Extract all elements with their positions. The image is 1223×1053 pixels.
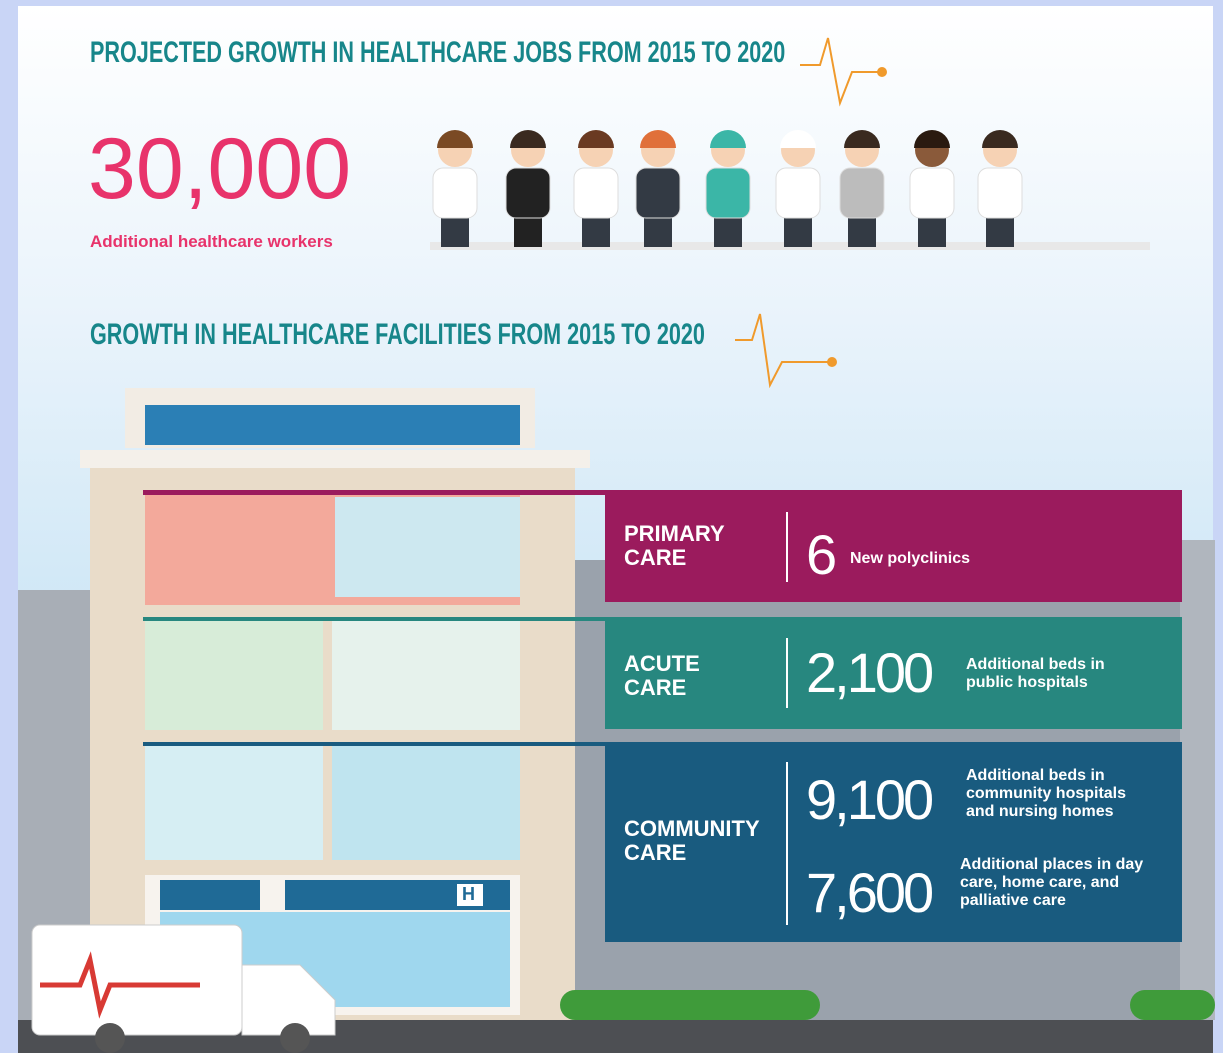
city-building xyxy=(1180,540,1215,1020)
person-body xyxy=(433,168,477,218)
facilities-title: GROWTH IN HEALTHCARE FACILITIES FROM 201… xyxy=(90,318,705,352)
panel-label: Additional places in day care, home care… xyxy=(960,856,1150,910)
panel-number: 7,600 xyxy=(806,865,931,921)
jobs-label: Additional healthcare workers xyxy=(90,232,333,252)
bushes xyxy=(560,990,820,1020)
dot xyxy=(877,67,887,77)
wheel xyxy=(280,1023,310,1053)
floor-acute xyxy=(145,620,323,730)
building-ledge xyxy=(80,450,590,468)
panel-number: 6 xyxy=(806,527,834,583)
panel-number: 9,100 xyxy=(806,772,931,828)
person-body xyxy=(706,168,750,218)
connector xyxy=(143,490,605,495)
person-body xyxy=(910,168,954,218)
roof-windows xyxy=(145,405,520,445)
awning xyxy=(160,880,260,910)
connector xyxy=(143,742,605,746)
person-body xyxy=(506,168,550,218)
panel-label: Additional beds in community hospitals a… xyxy=(966,767,1156,821)
connector xyxy=(143,617,605,621)
floor-community xyxy=(145,745,323,860)
person-body xyxy=(574,168,618,218)
dot xyxy=(827,357,837,367)
panel-label: New polyclinics xyxy=(850,550,1050,568)
panel-name: ACUTE CARE xyxy=(624,652,734,700)
jobs-number: 30,000 xyxy=(88,120,351,219)
person-body xyxy=(978,168,1022,218)
wheel xyxy=(95,1023,125,1053)
infographic: PROJECTED GROWTH IN HEALTHCARE JOBS FROM… xyxy=(0,0,1223,1053)
panel-label: Additional beds in public hospitals xyxy=(966,656,1136,692)
hospital-sign: H xyxy=(462,884,475,905)
bushes xyxy=(1130,990,1215,1020)
jobs-title: PROJECTED GROWTH IN HEALTHCARE JOBS FROM… xyxy=(90,36,785,70)
ambulance xyxy=(32,925,242,1035)
window xyxy=(335,497,520,597)
person-body xyxy=(840,168,884,218)
panel-name: COMMUNITY CARE xyxy=(624,817,774,865)
floor-acute xyxy=(332,620,520,730)
person-body xyxy=(636,168,680,218)
floor-community xyxy=(332,745,520,860)
person-body xyxy=(776,168,820,218)
panel-name: PRIMARY CARE xyxy=(624,522,774,570)
panel-number: 2,100 xyxy=(806,645,931,701)
